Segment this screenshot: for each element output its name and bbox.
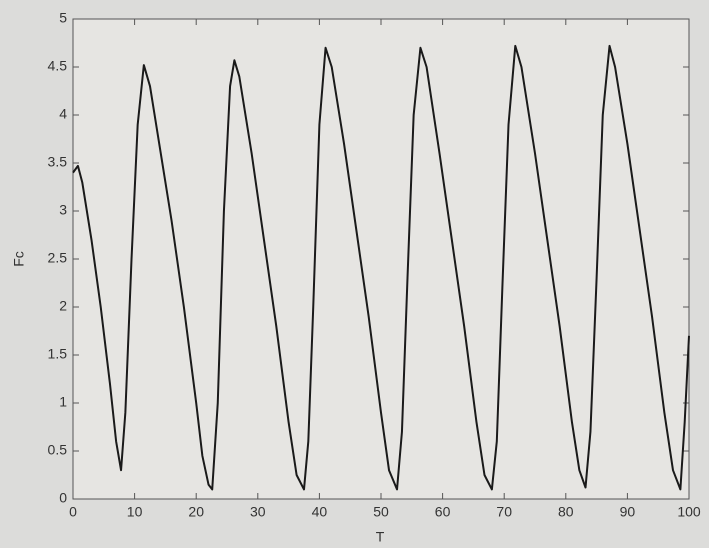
- y-axis-label: Fc: [11, 251, 27, 267]
- x-tick-label: 0: [69, 504, 77, 520]
- x-tick-label: 30: [250, 504, 266, 520]
- y-tick-label: 4.5: [48, 58, 68, 74]
- x-tick-label: 70: [496, 504, 512, 520]
- x-tick-label: 40: [312, 504, 328, 520]
- y-tick-label: 1: [59, 394, 67, 410]
- y-tick-label: 3.5: [48, 154, 68, 170]
- y-tick-label: 4: [59, 106, 67, 122]
- y-tick-label: 0: [59, 490, 67, 506]
- x-tick-label: 50: [373, 504, 389, 520]
- y-tick-label: 2.5: [48, 250, 68, 266]
- x-tick-label: 100: [677, 504, 701, 520]
- x-tick-label: 10: [127, 504, 143, 520]
- y-tick-label: 1.5: [48, 346, 68, 362]
- data-line: [72, 44, 690, 491]
- x-tick-label: 90: [620, 504, 636, 520]
- x-tick-label: 20: [188, 504, 204, 520]
- x-tick-label: 60: [435, 504, 451, 520]
- y-tick-label: 0.5: [48, 442, 68, 458]
- x-tick-label: 80: [558, 504, 574, 520]
- y-tick-label: 3: [59, 202, 67, 218]
- y-tick-label: 5: [59, 10, 67, 26]
- y-tick-label: 2: [59, 298, 67, 314]
- x-axis-label: T: [376, 529, 385, 545]
